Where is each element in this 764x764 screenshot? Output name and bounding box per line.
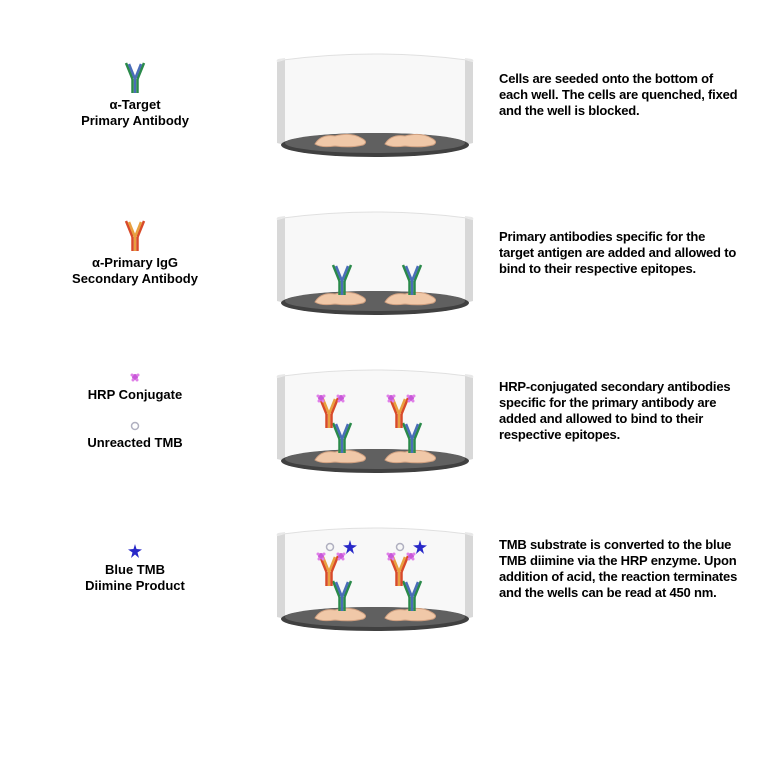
legend-label: Unreacted TMB [87, 435, 182, 451]
description-text: Primary antibodies specific for the targ… [499, 229, 739, 278]
blue-tmb-icon [128, 544, 142, 558]
description-text: TMB substrate is converted to the blue T… [499, 537, 739, 602]
legend-label: Blue TMB Diimine Product [85, 562, 185, 593]
well-icon [275, 524, 475, 634]
description-text: Cells are seeded onto the bottom of each… [499, 71, 739, 120]
desc-step-3: HRP-conjugated secondary antibodies spec… [499, 346, 739, 476]
well-icon [275, 50, 475, 160]
desc-step-1: Cells are seeded onto the bottom of each… [499, 30, 739, 160]
legend-label: α-Primary IgG Secondary Antibody [72, 255, 198, 286]
desc-step-2: Primary antibodies specific for the targ… [499, 188, 739, 318]
unreacted-tmb-icon [130, 421, 140, 431]
legend-secondary-antibody: α-Primary IgG Secondary Antibody [20, 188, 250, 318]
well-step-2 [262, 188, 487, 318]
well-step-3 [262, 346, 487, 476]
legend-hrp-and-tmb: HRP Conjugate Unreacted TMB [20, 346, 250, 476]
legend-blue-tmb: Blue TMB Diimine Product [20, 504, 250, 634]
well-icon [275, 208, 475, 318]
well-step-4 [262, 504, 487, 634]
elisa-diagram: α-Target Primary Antibody Cells are seed… [0, 0, 764, 664]
secondary-antibody-icon [123, 219, 147, 251]
well-icon [275, 366, 475, 476]
description-text: HRP-conjugated secondary antibodies spec… [499, 379, 739, 444]
legend-label: HRP Conjugate [88, 387, 182, 403]
desc-step-4: TMB substrate is converted to the blue T… [499, 504, 739, 634]
hrp-icon [129, 371, 141, 383]
well-step-1 [262, 30, 487, 160]
legend-primary-antibody: α-Target Primary Antibody [20, 30, 250, 160]
legend-label: α-Target Primary Antibody [81, 97, 189, 128]
primary-antibody-icon [123, 61, 147, 93]
